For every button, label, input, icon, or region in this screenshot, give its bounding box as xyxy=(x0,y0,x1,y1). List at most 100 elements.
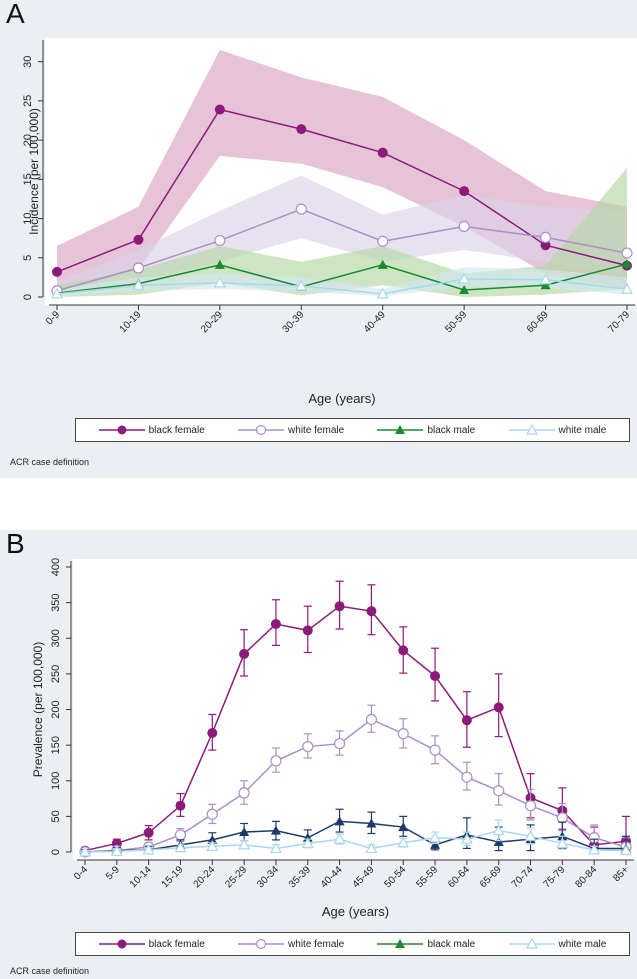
data-point xyxy=(398,822,409,832)
data-point xyxy=(377,259,388,269)
x-tick-label: 70-74 xyxy=(510,864,536,890)
y-tick-label: 15 xyxy=(22,173,34,185)
series-line xyxy=(84,605,627,852)
ci-band xyxy=(57,267,627,297)
data-point xyxy=(132,278,145,290)
data-point xyxy=(52,266,62,277)
data-point xyxy=(301,837,314,849)
legend-item-black-male: black male xyxy=(377,424,475,436)
legend-black-male-label: black male xyxy=(427,424,476,436)
y-tick-label: 150 xyxy=(50,736,62,754)
data-point xyxy=(206,840,219,851)
y-tick-label: 25 xyxy=(22,95,34,107)
data-point xyxy=(302,625,313,636)
ci-band xyxy=(57,167,627,297)
data-point xyxy=(620,282,634,294)
series-line xyxy=(56,278,628,295)
data-point xyxy=(269,842,282,854)
data-point xyxy=(556,837,569,849)
data-point xyxy=(621,247,633,259)
series-line xyxy=(84,718,627,853)
y-tick-label: 100 xyxy=(50,772,62,790)
data-point xyxy=(334,816,345,826)
data-point xyxy=(376,287,389,299)
footnote-a: ACR case definition xyxy=(10,457,90,467)
data-point xyxy=(397,836,410,848)
data-point xyxy=(556,812,568,824)
data-point xyxy=(296,124,307,135)
legend-b: black female white female black male whi… xyxy=(75,932,630,956)
data-point xyxy=(430,839,441,849)
x-tick-label: 70-79 xyxy=(606,309,632,335)
x-tick-label: 50-59 xyxy=(443,309,469,335)
data-point xyxy=(461,715,472,726)
x-tick-label: 60-64 xyxy=(446,864,472,890)
data-point xyxy=(622,259,632,269)
data-point xyxy=(295,279,308,291)
data-point xyxy=(493,837,504,847)
data-point xyxy=(539,231,552,243)
data-point xyxy=(110,845,123,856)
legend-white-male-marker xyxy=(508,938,555,949)
data-point xyxy=(377,235,389,247)
data-point xyxy=(377,147,388,158)
x-tick-label: 30-34 xyxy=(255,864,281,890)
legend-white-female-label: white female xyxy=(288,938,345,950)
data-point xyxy=(398,645,409,656)
x-tick-label: 85+ xyxy=(611,864,631,884)
data-point xyxy=(238,838,251,850)
data-point xyxy=(213,276,226,288)
data-point xyxy=(461,771,473,783)
x-tick-label: 0-4 xyxy=(72,864,90,882)
data-point xyxy=(238,787,250,799)
data-point xyxy=(397,728,409,740)
y-tick-label: 250 xyxy=(50,665,62,683)
y-tick-label: 20 xyxy=(22,134,34,146)
panel-b: B 0 50 100 150 200 250 300 350 400 Prevalence (pe… xyxy=(0,528,637,979)
data-point xyxy=(540,280,551,290)
series-line xyxy=(56,263,628,294)
y-tick-label: 10 xyxy=(22,212,34,224)
x-tick-label: 0-9 xyxy=(44,309,62,327)
legend-item-white-female: white female xyxy=(238,938,344,950)
legend-black-female-marker xyxy=(98,425,145,435)
x-tick-label: 20-29 xyxy=(199,309,225,335)
data-point xyxy=(492,824,505,836)
data-point xyxy=(175,800,186,811)
data-point xyxy=(588,843,601,855)
legend-item-black-male: black male xyxy=(377,938,475,950)
x-tick-label: 80-84 xyxy=(573,864,599,890)
data-point xyxy=(270,619,281,629)
x-tick-label: 40-49 xyxy=(362,309,388,335)
data-point xyxy=(524,830,537,841)
x-axis-label: Age (years) xyxy=(322,904,389,919)
data-point xyxy=(142,843,155,855)
data-point xyxy=(270,825,281,835)
series-line xyxy=(56,208,628,292)
y-tick-label: 5 xyxy=(22,255,34,261)
y-tick-label: 30 xyxy=(22,56,34,68)
x-tick-label: 55-59 xyxy=(414,864,440,890)
legend-item-black-female: black female xyxy=(98,424,205,436)
legend-black-female-label: black female xyxy=(148,938,205,950)
data-point xyxy=(365,713,378,726)
data-point xyxy=(333,832,346,844)
data-point xyxy=(619,844,633,856)
data-point xyxy=(458,220,470,233)
data-point xyxy=(214,104,225,115)
legend-white-male-label: white male xyxy=(558,938,607,950)
legend-a: black female white female black male whi… xyxy=(75,418,630,442)
data-point xyxy=(302,740,314,753)
data-point xyxy=(460,832,473,844)
data-point xyxy=(206,808,218,820)
x-axis-label: Age (years) xyxy=(308,391,375,406)
x-tick-label: 5-9 xyxy=(104,864,122,882)
data-point xyxy=(207,728,218,739)
data-point xyxy=(78,845,92,857)
data-point xyxy=(459,186,470,197)
panel-a-label: A xyxy=(6,0,25,29)
legend-black-male-marker xyxy=(377,425,424,434)
x-tick-label: 10-14 xyxy=(128,864,154,890)
x-tick-label: 10-19 xyxy=(118,309,144,335)
data-point xyxy=(214,259,225,269)
